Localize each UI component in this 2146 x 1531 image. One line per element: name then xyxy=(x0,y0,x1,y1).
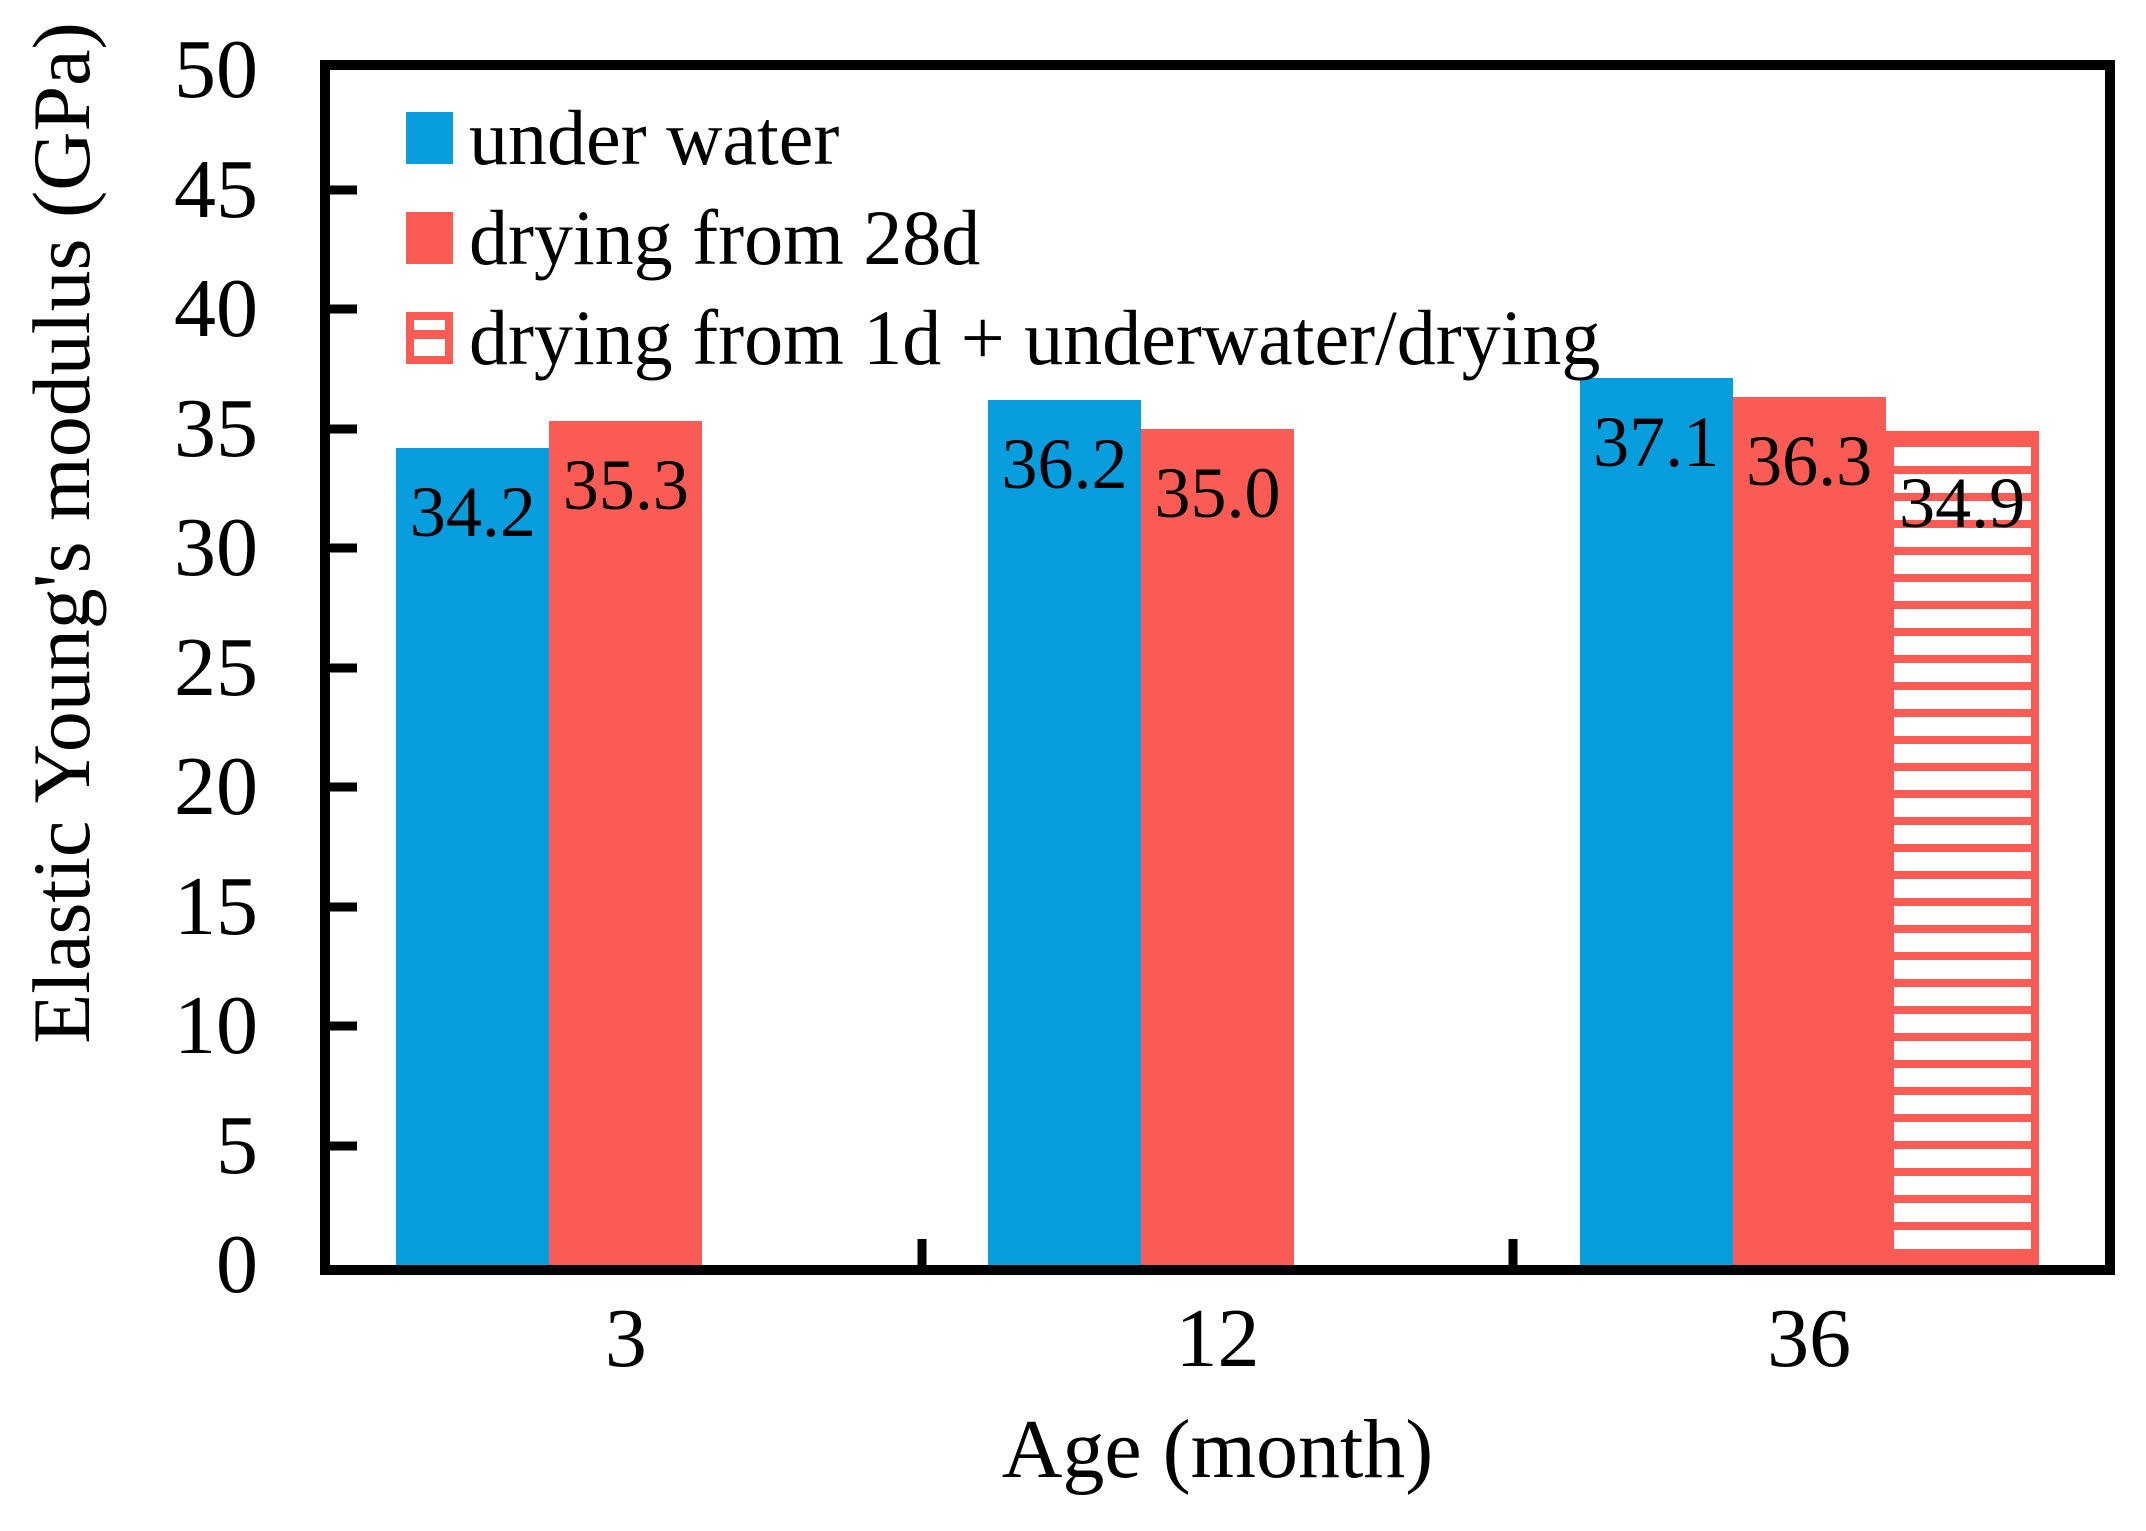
bar-slot: 36.3 xyxy=(1732,70,1886,1265)
y-tick-label: 45 xyxy=(174,142,258,236)
y-axis-tick-labels: 0 5 10 15 20 25 30 35 40 45 50 xyxy=(0,28,258,1307)
y-axis-tick xyxy=(330,304,357,314)
plot-area: under water drying from 28d drying from 1d… xyxy=(320,60,2115,1275)
y-tick-label: 40 xyxy=(174,262,258,355)
bar-value-label: 35.3 xyxy=(562,445,689,526)
bar-value-label: 37.1 xyxy=(1593,402,1720,483)
y-tick-label: 5 xyxy=(216,1098,258,1192)
bar-value-label: 35.0 xyxy=(1154,452,1281,533)
x-axis-tick xyxy=(917,1239,927,1265)
legend: under water drying from 28d drying from 1d… xyxy=(406,88,1600,388)
y-axis-tick xyxy=(330,185,357,194)
y-axis-tick xyxy=(330,663,357,672)
y-axis-tick xyxy=(330,1021,357,1031)
bar-value-label: 36.3 xyxy=(1746,421,1873,502)
bar-slot: 34.9 xyxy=(1885,70,2039,1265)
bar-slot: 36.2 xyxy=(988,70,1141,1265)
bar: 37.1 xyxy=(1579,378,1733,1265)
bar-group: 34.2 35.3 xyxy=(396,70,855,1265)
bar: 35.3 xyxy=(549,421,703,1265)
bar: 36.2 xyxy=(988,399,1141,1265)
bar-group: 37.1 36.3 34.9 xyxy=(1579,70,2039,1265)
y-tick-label: 30 xyxy=(174,501,258,594)
legend-label: under water xyxy=(469,94,840,181)
y-axis-tick xyxy=(330,543,357,553)
bar: 34.2 xyxy=(396,447,550,1265)
y-tick-label: 35 xyxy=(174,381,258,475)
y-tick-label: 0 xyxy=(216,1218,258,1311)
y-tick-label: 25 xyxy=(174,620,258,714)
y-tick-label: 10 xyxy=(174,979,258,1072)
x-tick-label: 36 xyxy=(1767,1292,1852,1385)
y-tick-label: 20 xyxy=(174,740,258,833)
bar-slot: 34.2 xyxy=(396,70,550,1265)
bar-value-label: 36.2 xyxy=(1001,423,1128,504)
legend-swatch-hatched xyxy=(406,312,453,364)
x-tick-label: 12 xyxy=(1175,1292,1260,1385)
legend-swatch-solid xyxy=(406,212,453,264)
legend-label: drying from 1d + underwater/drying xyxy=(469,294,1601,381)
bar-value-label: 34.2 xyxy=(409,471,536,552)
x-axis-tick xyxy=(1508,1239,1518,1265)
bar: 36.3 xyxy=(1732,397,1886,1265)
bar-group: 36.2 35.0 xyxy=(988,70,1447,1265)
bar-slot: 35.0 xyxy=(1141,70,1294,1265)
legend-swatch-solid xyxy=(406,112,453,164)
legend-item: drying from 1d + underwater/drying xyxy=(406,288,1600,388)
bar-slot: 37.1 xyxy=(1579,70,1733,1265)
x-tick-label: 3 xyxy=(604,1292,647,1385)
legend-item: drying from 28d xyxy=(406,188,1600,288)
y-tick-label: 15 xyxy=(174,859,258,953)
bar-value-label: 34.9 xyxy=(1899,462,2026,543)
legend-label: drying from 28d xyxy=(469,194,981,281)
y-axis-tick xyxy=(330,1141,357,1150)
bar: 35.0 xyxy=(1141,428,1294,1265)
legend-item: under water xyxy=(406,88,1600,188)
x-axis-tick-labels: 3 12 36 xyxy=(330,1297,2105,1397)
x-axis-title: Age (month) xyxy=(1001,1403,1434,1496)
y-axis-tick xyxy=(330,782,357,792)
y-axis-tick xyxy=(330,424,357,433)
y-tick-label: 50 xyxy=(174,23,258,116)
bar: 34.9 xyxy=(1885,430,2039,1265)
bar-slot: 35.3 xyxy=(549,70,703,1265)
y-axis-tick xyxy=(330,902,357,911)
